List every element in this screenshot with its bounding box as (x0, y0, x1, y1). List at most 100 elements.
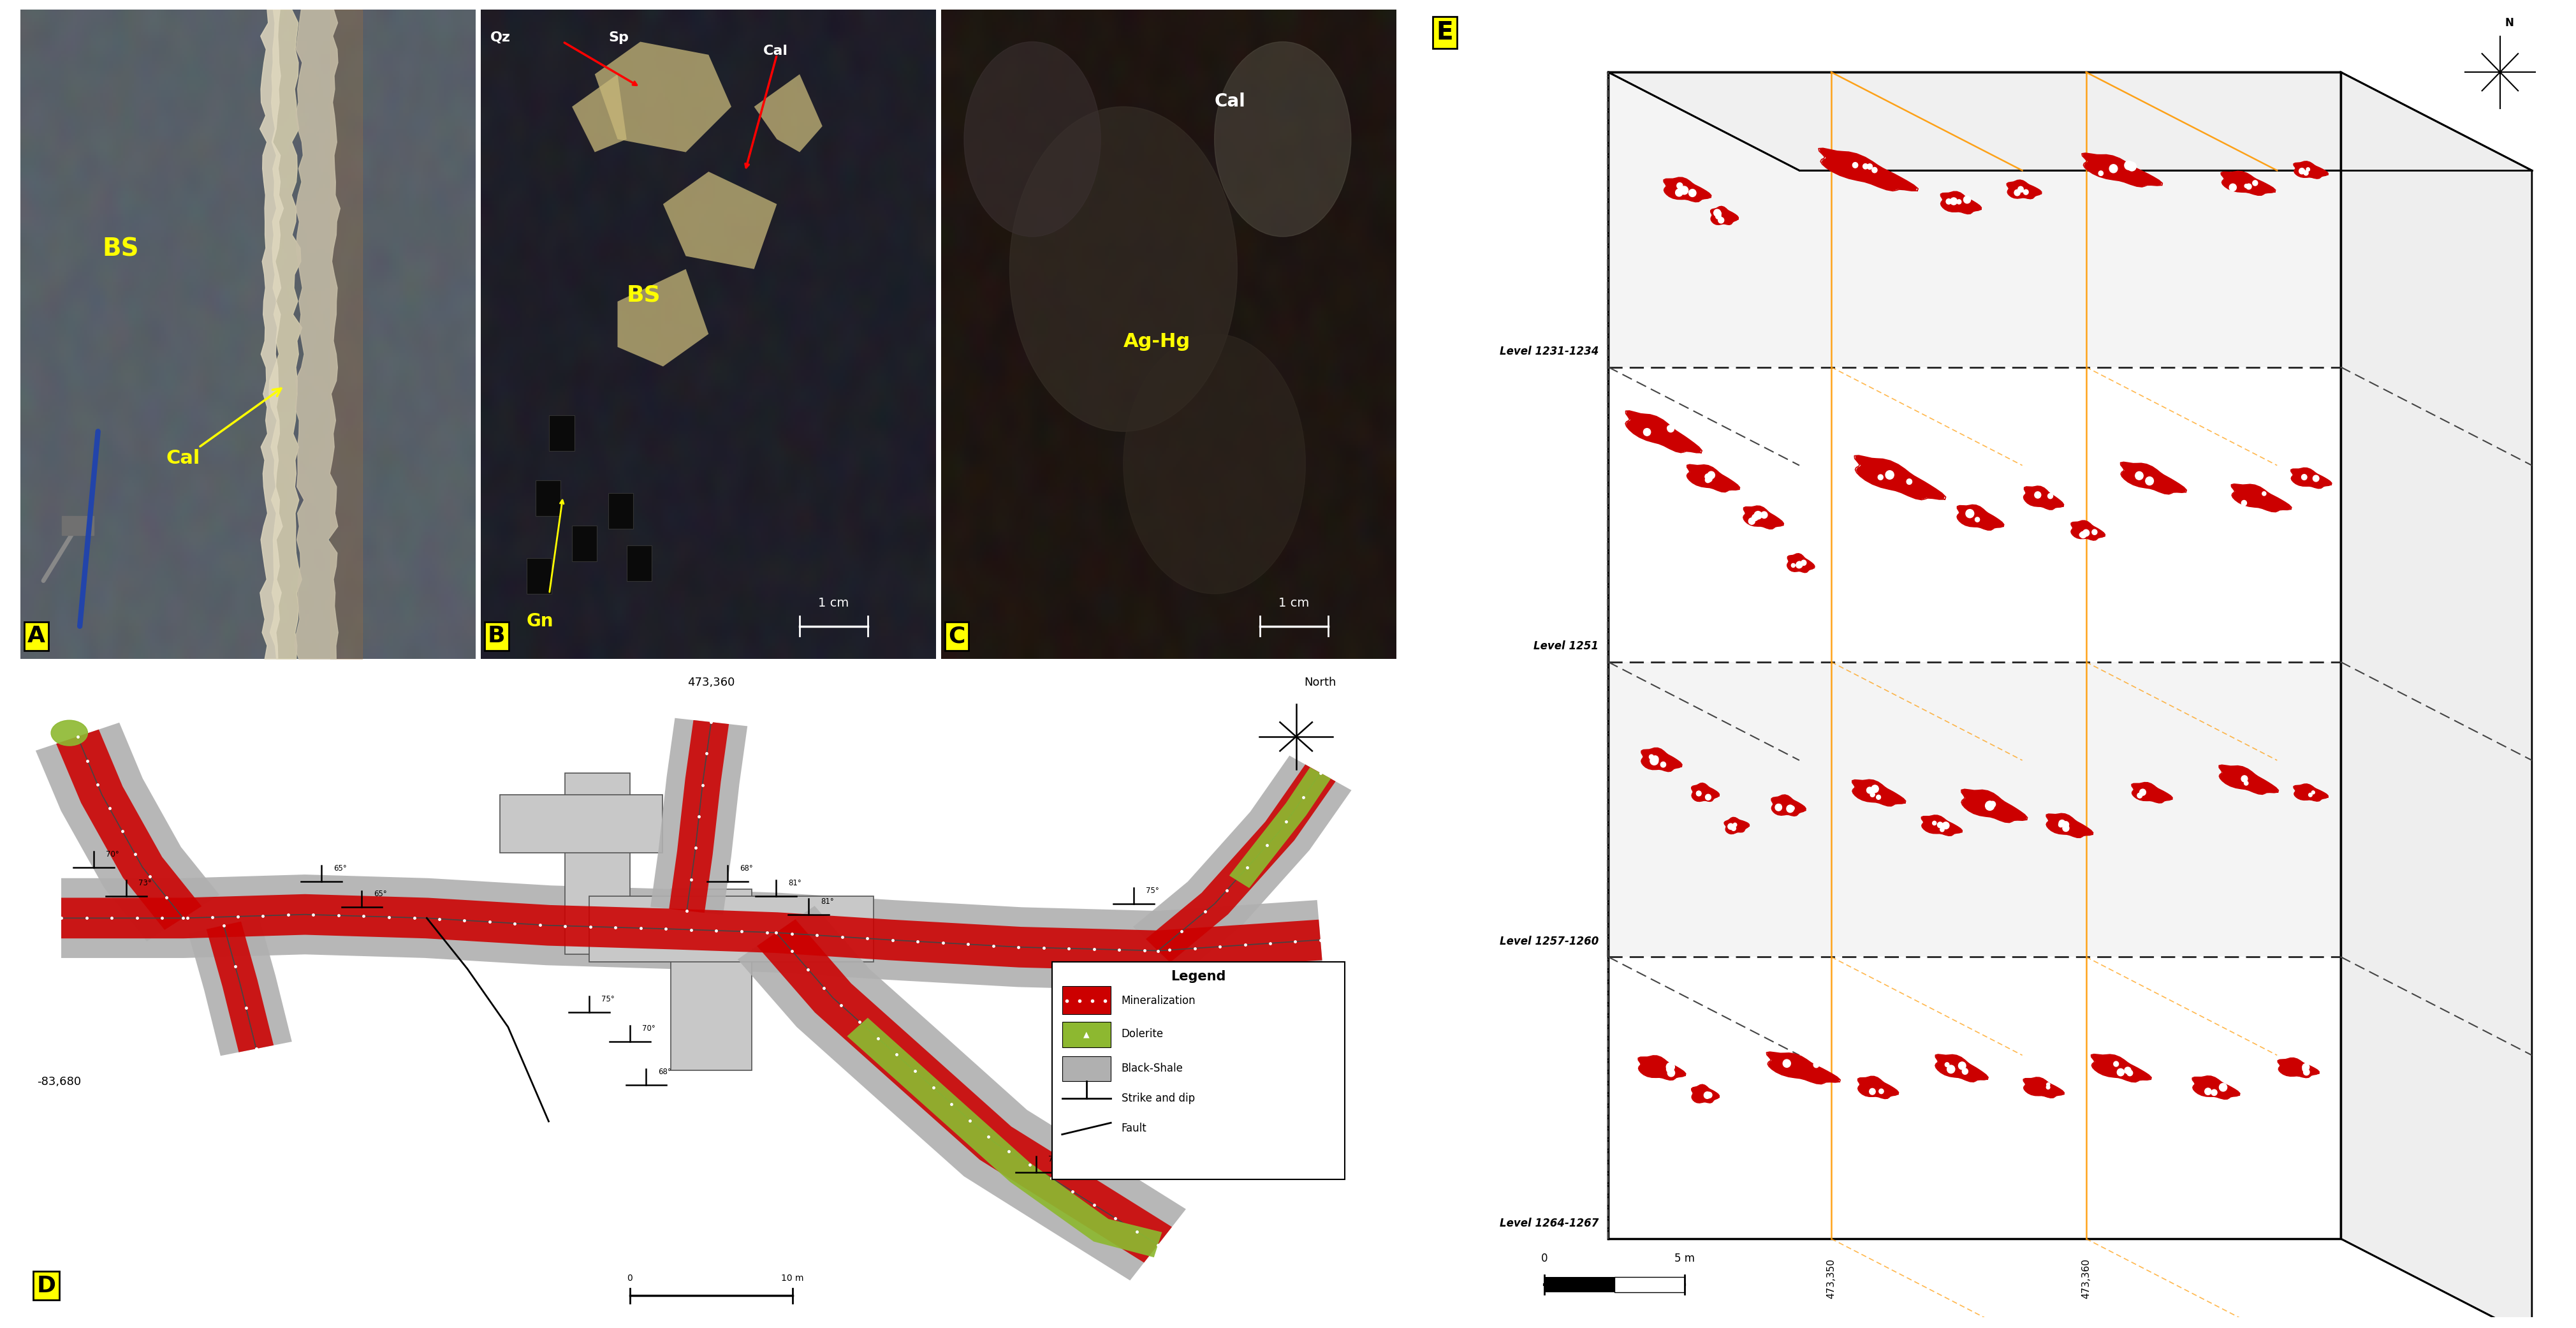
Circle shape (2063, 822, 2069, 827)
Polygon shape (2231, 485, 2290, 511)
Circle shape (1713, 210, 1721, 216)
Text: Level 1251: Level 1251 (1533, 640, 1597, 652)
Polygon shape (2120, 462, 2184, 494)
Circle shape (2311, 790, 2313, 794)
Polygon shape (1922, 815, 1960, 835)
Circle shape (1870, 785, 1878, 793)
Polygon shape (1852, 780, 1904, 806)
Polygon shape (2045, 814, 2092, 837)
Circle shape (1754, 511, 1762, 519)
Bar (1061, 1023, 1110, 1048)
Circle shape (1947, 1065, 1955, 1073)
Text: Gn: Gn (526, 612, 554, 629)
Text: North: North (1303, 677, 1337, 688)
Circle shape (1667, 425, 1674, 432)
Circle shape (1801, 560, 1806, 566)
Circle shape (1795, 562, 1801, 568)
Circle shape (2128, 162, 2136, 171)
Polygon shape (1963, 790, 2025, 822)
Circle shape (1976, 518, 1978, 522)
Polygon shape (1607, 72, 2339, 367)
Text: 0: 0 (1540, 1252, 1548, 1264)
Text: N: N (2504, 17, 2514, 29)
Circle shape (1785, 805, 1793, 813)
Text: BS: BS (103, 236, 139, 262)
Polygon shape (1625, 412, 1700, 452)
Circle shape (1986, 801, 1994, 810)
Polygon shape (848, 1017, 1162, 1258)
Polygon shape (62, 894, 1321, 971)
Circle shape (1937, 822, 1942, 827)
Bar (626, 544, 652, 580)
Circle shape (2251, 181, 2257, 186)
Text: BS: BS (626, 284, 659, 305)
Circle shape (2045, 1082, 2050, 1086)
Text: 5 m: 5 m (1674, 1252, 1695, 1264)
Circle shape (1716, 210, 1721, 216)
Text: ▲: ▲ (1082, 1031, 1090, 1038)
Circle shape (2081, 530, 2089, 537)
Text: Ag-Hg: Ag-Hg (1123, 332, 1190, 351)
Polygon shape (2221, 765, 2277, 794)
Bar (500, 794, 662, 853)
Circle shape (1878, 1089, 1883, 1094)
Circle shape (1680, 186, 1687, 194)
Circle shape (1790, 806, 1793, 810)
Circle shape (1868, 163, 1873, 169)
Text: 75°: 75° (600, 995, 616, 1004)
Text: Cal: Cal (762, 45, 788, 57)
Circle shape (1875, 795, 1880, 799)
Text: Strike and dip: Strike and dip (1121, 1093, 1195, 1104)
Polygon shape (1607, 957, 2339, 1239)
Circle shape (1749, 518, 1754, 525)
Text: A: A (28, 625, 46, 647)
Circle shape (1775, 803, 1783, 811)
Circle shape (2014, 190, 2020, 195)
Bar (549, 416, 574, 452)
Polygon shape (1133, 756, 1352, 975)
Polygon shape (2290, 469, 2331, 487)
Text: Qz: Qz (489, 32, 510, 44)
Circle shape (2063, 825, 2069, 831)
Circle shape (2313, 475, 2318, 482)
Circle shape (2218, 1084, 2226, 1092)
Text: 473,350: 473,350 (1826, 1259, 1837, 1299)
Circle shape (2303, 1069, 2308, 1076)
Text: Dolerite: Dolerite (1121, 1028, 1164, 1040)
Circle shape (1728, 823, 1734, 830)
Text: 81°: 81° (788, 879, 801, 887)
Polygon shape (2092, 1054, 2151, 1081)
Bar (1543, 1276, 1615, 1292)
Circle shape (1942, 822, 1947, 829)
Polygon shape (737, 906, 1185, 1280)
Text: 68°: 68° (739, 865, 752, 872)
Circle shape (1932, 821, 1935, 825)
Circle shape (1963, 1069, 1968, 1074)
Polygon shape (1767, 1053, 1839, 1084)
Text: Level 1257-1260: Level 1257-1260 (1499, 936, 1597, 947)
Polygon shape (1772, 795, 1806, 815)
Circle shape (2303, 1064, 2308, 1070)
Bar (564, 773, 629, 955)
Text: 1 cm: 1 cm (819, 598, 850, 610)
Circle shape (2136, 471, 2143, 479)
Circle shape (1649, 754, 1654, 760)
Polygon shape (1744, 506, 1783, 529)
Circle shape (2092, 530, 2097, 535)
Polygon shape (2025, 486, 2063, 509)
Circle shape (2136, 793, 2141, 798)
Circle shape (1695, 791, 1700, 795)
Circle shape (1795, 562, 1803, 568)
Circle shape (1814, 1062, 1819, 1068)
Circle shape (1886, 470, 1893, 479)
Text: -83,680: -83,680 (36, 1076, 80, 1088)
Circle shape (2262, 491, 2264, 495)
Text: 473,360: 473,360 (2081, 1259, 2089, 1299)
Circle shape (2058, 822, 2063, 827)
Circle shape (1705, 794, 1710, 799)
Circle shape (2017, 186, 2022, 193)
Text: D: D (36, 1275, 57, 1296)
Polygon shape (649, 718, 747, 915)
Circle shape (2058, 819, 2066, 826)
Circle shape (1667, 1066, 1672, 1073)
